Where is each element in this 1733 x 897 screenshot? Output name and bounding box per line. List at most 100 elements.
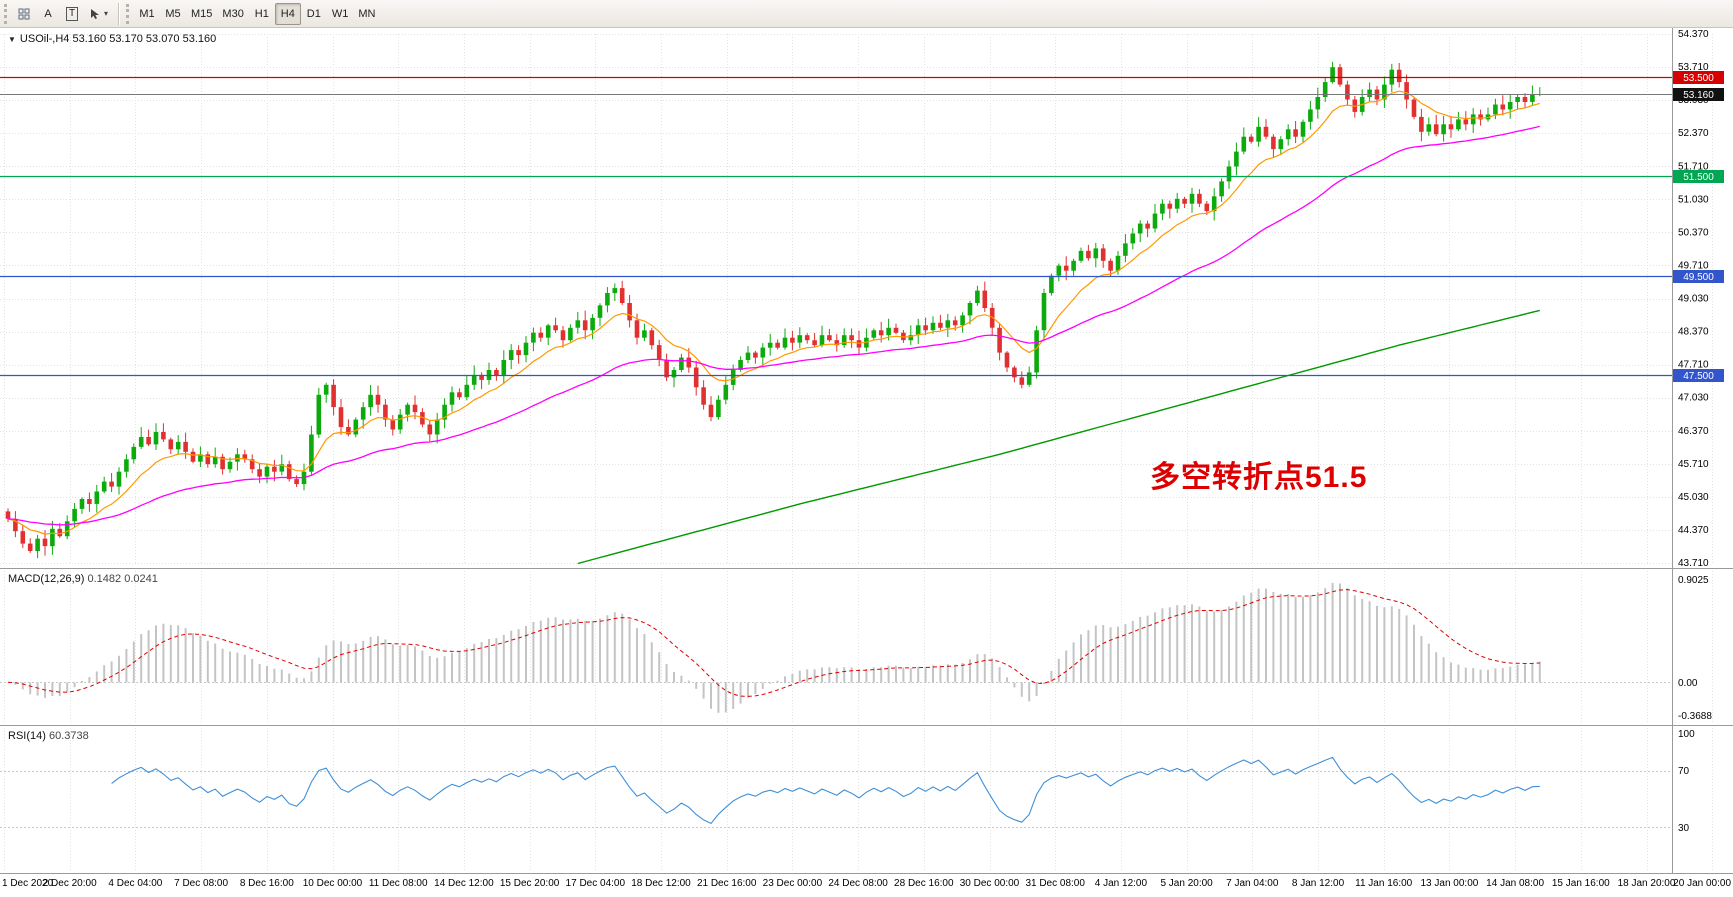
svg-text:15 Jan 16:00: 15 Jan 16:00 xyxy=(1552,878,1610,889)
timeframe-button-m5[interactable]: M5 xyxy=(160,3,186,25)
svg-text:5 Jan 20:00: 5 Jan 20:00 xyxy=(1160,878,1213,889)
ohlc-values: 53.160 53.170 53.070 53.160 xyxy=(72,33,217,45)
cursor-icon xyxy=(91,8,99,19)
svg-text:20 Jan 00:00: 20 Jan 00:00 xyxy=(1673,878,1731,889)
svg-text:18 Jan 20:00: 18 Jan 20:00 xyxy=(1618,878,1676,889)
macd-title-text: MACD(12,26,9) xyxy=(8,573,85,585)
svg-text:4 Dec 04:00: 4 Dec 04:00 xyxy=(108,878,162,889)
chart-canvas[interactable]: 54.37053.71053.03052.37051.71051.03050.3… xyxy=(0,28,1733,897)
macd-main-value: 0.1482 xyxy=(87,573,122,585)
letter-t-label: T xyxy=(65,6,79,21)
svg-text:10 Dec 00:00: 10 Dec 00:00 xyxy=(303,878,363,889)
svg-text:1 Dec 2020: 1 Dec 2020 xyxy=(2,878,54,889)
svg-text:30: 30 xyxy=(1678,823,1690,834)
svg-text:24 Dec 08:00: 24 Dec 08:00 xyxy=(828,878,888,889)
cursor-tool-button[interactable]: ▾ xyxy=(84,3,113,25)
macd-label: MACD(12,26,9) 0.1482 0.0241 xyxy=(8,573,158,585)
horizontal-lines[interactable]: 53.500 51.500 49.500 47.500 53.160 xyxy=(0,71,1724,382)
timeframe-button-h4[interactable]: H4 xyxy=(274,2,301,25)
trend-annotation: 多空转折点51.5 xyxy=(1150,461,1368,494)
price-axis[interactable]: 54.37053.71053.03052.37051.71051.03050.3… xyxy=(1678,29,1709,569)
macd-signal-value: 0.0241 xyxy=(124,573,158,585)
svg-text:47.710: 47.710 xyxy=(1678,360,1709,371)
svg-text:49.500: 49.500 xyxy=(1683,272,1714,283)
rsi-value: 60.3738 xyxy=(48,730,89,742)
panel-borders xyxy=(0,28,1733,874)
text-frame-button[interactable]: T xyxy=(60,3,84,25)
chart-grid-button[interactable] xyxy=(12,3,36,25)
svg-text:15 Dec 20:00: 15 Dec 20:00 xyxy=(500,878,560,889)
svg-text:4 Jan 12:00: 4 Jan 12:00 xyxy=(1095,878,1148,889)
svg-text:23 Dec 00:00: 23 Dec 00:00 xyxy=(763,878,823,889)
svg-text:49.030: 49.030 xyxy=(1678,294,1709,305)
svg-text:47.030: 47.030 xyxy=(1678,393,1709,404)
timeframe-button-m30[interactable]: M30 xyxy=(217,3,248,25)
timeframe-button-m15[interactable]: M15 xyxy=(186,3,217,25)
macd-panel: 0.9025 0.00 -0.3688 xyxy=(0,575,1712,722)
svg-text:51.710: 51.710 xyxy=(1678,161,1709,172)
svg-text:46.370: 46.370 xyxy=(1678,426,1709,437)
timeframe-button-h1[interactable]: H1 xyxy=(249,3,275,25)
svg-text:7 Dec 08:00: 7 Dec 08:00 xyxy=(174,878,228,889)
svg-text:30 Dec 00:00: 30 Dec 00:00 xyxy=(960,878,1020,889)
main-toolbar: A T ▾ M1 M5 M15 M30 H1 H4 D1 W1 MN xyxy=(0,0,1733,28)
svg-text:53.160: 53.160 xyxy=(1683,90,1714,101)
svg-text:50.370: 50.370 xyxy=(1678,227,1709,238)
collapse-triangle-icon[interactable]: ▼ xyxy=(8,35,16,44)
timeframe-button-mn[interactable]: MN xyxy=(353,3,380,25)
svg-text:51.030: 51.030 xyxy=(1678,194,1709,205)
svg-text:13 Jan 00:00: 13 Jan 00:00 xyxy=(1420,878,1478,889)
svg-text:43.710: 43.710 xyxy=(1678,558,1709,569)
rsi-label: RSI(14) 60.3738 xyxy=(8,730,89,742)
svg-text:49.710: 49.710 xyxy=(1678,260,1709,271)
svg-text:17 Dec 04:00: 17 Dec 04:00 xyxy=(566,878,626,889)
svg-text:44.370: 44.370 xyxy=(1678,525,1709,536)
svg-text:53.500: 53.500 xyxy=(1683,73,1714,84)
svg-text:52.370: 52.370 xyxy=(1678,128,1709,139)
svg-text:53.710: 53.710 xyxy=(1678,62,1709,73)
svg-text:45.030: 45.030 xyxy=(1678,492,1709,503)
timeframe-button-w1[interactable]: W1 xyxy=(327,3,354,25)
svg-text:45.710: 45.710 xyxy=(1678,459,1709,470)
svg-text:11 Dec 08:00: 11 Dec 08:00 xyxy=(369,878,428,889)
svg-text:70: 70 xyxy=(1678,766,1690,777)
timeframe-grip[interactable] xyxy=(126,3,130,24)
toolbar-grip[interactable] xyxy=(4,3,7,24)
symbol-line: ▼ USOil-,H4 53.160 53.170 53.070 53.160 xyxy=(8,33,216,45)
svg-text:31 Dec 08:00: 31 Dec 08:00 xyxy=(1025,878,1085,889)
dropdown-caret-icon: ▾ xyxy=(104,9,109,18)
svg-text:8 Jan 12:00: 8 Jan 12:00 xyxy=(1292,878,1345,889)
rsi-title-text: RSI(14) xyxy=(8,730,46,742)
svg-text:51.500: 51.500 xyxy=(1683,172,1714,183)
svg-text:0.9025: 0.9025 xyxy=(1678,575,1709,586)
svg-text:28 Dec 16:00: 28 Dec 16:00 xyxy=(894,878,954,889)
svg-text:7 Jan 04:00: 7 Jan 04:00 xyxy=(1226,878,1279,889)
toolbar-separator xyxy=(118,2,120,25)
grid-icon xyxy=(18,8,30,19)
svg-text:2 Dec 20:00: 2 Dec 20:00 xyxy=(43,878,97,889)
timeframe-toolbar: M1 M5 M15 M30 H1 H4 D1 W1 MN xyxy=(134,2,380,25)
svg-text:8 Dec 16:00: 8 Dec 16:00 xyxy=(240,878,294,889)
timeframe-button-m1[interactable]: M1 xyxy=(134,3,160,25)
svg-text:14 Dec 12:00: 14 Dec 12:00 xyxy=(434,878,494,889)
svg-text:47.500: 47.500 xyxy=(1683,371,1714,382)
timeframe-button-d1[interactable]: D1 xyxy=(301,3,327,25)
svg-text:14 Jan 08:00: 14 Jan 08:00 xyxy=(1486,878,1544,889)
letter-a-label: A xyxy=(44,7,52,20)
moving-averages xyxy=(7,90,1540,565)
gridlines xyxy=(0,34,1713,870)
rsi-panel: 100 70 30 xyxy=(0,729,1695,834)
svg-text:100: 100 xyxy=(1678,729,1695,740)
svg-text:18 Dec 12:00: 18 Dec 12:00 xyxy=(631,878,691,889)
svg-text:54.370: 54.370 xyxy=(1678,29,1709,40)
svg-text:21 Dec 16:00: 21 Dec 16:00 xyxy=(697,878,757,889)
symbol-label: USOil-,H4 xyxy=(19,33,70,45)
svg-text:48.370: 48.370 xyxy=(1678,327,1709,338)
text-a-button[interactable]: A xyxy=(36,3,60,25)
svg-text:-0.3688: -0.3688 xyxy=(1678,711,1712,722)
svg-text:0.00: 0.00 xyxy=(1678,678,1698,689)
chart-area: 54.37053.71053.03052.37051.71051.03050.3… xyxy=(0,28,1733,897)
svg-text:11 Jan 16:00: 11 Jan 16:00 xyxy=(1355,878,1413,889)
